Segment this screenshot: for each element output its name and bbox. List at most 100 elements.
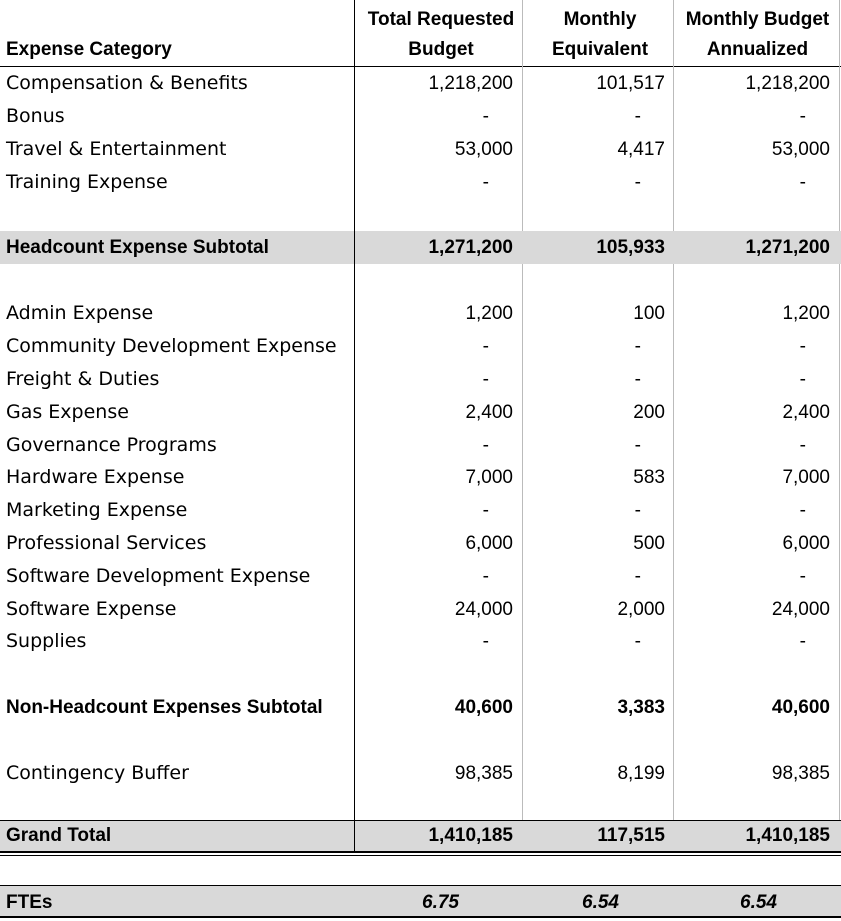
row-label: Headcount Expense Subtotal (6, 237, 269, 258)
row-annualized: - (799, 172, 806, 193)
header-monthly-line2: Equivalent (551, 39, 649, 60)
row-annualized: - (799, 566, 806, 587)
row-annualized: - (799, 500, 806, 521)
table-row: Gas Expense 2,400 200 2,400 (0, 396, 841, 429)
row-monthly: 2,000 (617, 599, 665, 620)
table-row: Software Expense 24,000 2,000 24,000 (0, 593, 841, 626)
row-annualized: 2,400 (782, 402, 830, 423)
column-divider-1-overlay (354, 231, 355, 264)
row-monthly: - (634, 106, 641, 127)
row-monthly: - (634, 369, 641, 390)
column-divider-3 (673, 0, 674, 852)
grand-total-row: Grand Total 1,410,185 117,515 1,410,185 (0, 821, 841, 851)
row-total: 1,218,200 (428, 73, 513, 94)
ftes-total: 6.75 (422, 892, 459, 913)
row-label: Governance Programs (6, 434, 217, 456)
row-monthly: 583 (633, 467, 665, 488)
subtotal-row-non-headcount: Non-Headcount Expenses Subtotal 40,600 3… (0, 691, 841, 724)
row-monthly: 117,515 (597, 825, 665, 846)
header-annualized-line2: Annualized (706, 39, 809, 60)
row-label: Training Expense (6, 171, 168, 193)
row-monthly: - (634, 631, 641, 652)
table-row: Hardware Expense 7,000 583 7,000 (0, 461, 841, 494)
row-annualized: 7,000 (782, 467, 830, 488)
row-monthly: 3,383 (617, 697, 665, 718)
row-monthly: - (634, 566, 641, 587)
header-annualized-line1: Monthly Budget (685, 9, 830, 30)
row-label: Contingency Buffer (6, 762, 189, 784)
table-row: Travel & Entertainment 53,000 4,417 53,0… (0, 133, 841, 166)
row-label: Non-Headcount Expenses Subtotal (6, 697, 323, 718)
table-row: Admin Expense 1,200 100 1,200 (0, 297, 841, 330)
table-row: Software Development Expense - - - (0, 560, 841, 593)
ftes-bottom-rule (0, 916, 841, 918)
row-total: - (482, 369, 489, 390)
table-row: Bonus - - - (0, 100, 841, 133)
grand-total-top-rule (0, 820, 841, 821)
row-total: 7,000 (465, 467, 513, 488)
column-divider-1 (354, 0, 355, 852)
table-row: Supplies - - - (0, 625, 841, 658)
row-annualized: 1,410,185 (745, 825, 830, 846)
row-monthly: - (634, 172, 641, 193)
row-label: Grand Total (6, 825, 112, 846)
table-header: Expense Category Total Requested Budget … (0, 0, 841, 66)
row-label: Gas Expense (6, 401, 129, 423)
row-total: 1,410,185 (428, 825, 513, 846)
row-label: Hardware Expense (6, 466, 185, 488)
header-monthly-line1: Monthly (563, 9, 637, 30)
column-divider-1-overlay (354, 821, 355, 851)
row-total: - (482, 106, 489, 127)
row-total: 24,000 (454, 599, 513, 620)
row-total: 1,271,200 (428, 237, 513, 258)
table-row: Governance Programs - - - (0, 429, 841, 462)
row-total: 2,400 (465, 402, 513, 423)
table-row: Marketing Expense - - - (0, 494, 841, 527)
row-annualized: 24,000 (771, 599, 830, 620)
row-total: - (482, 435, 489, 456)
column-divider-2 (522, 0, 523, 852)
row-monthly: 101,517 (596, 73, 665, 94)
row-label: Software Development Expense (6, 565, 311, 587)
subtotal-row-headcount: Headcount Expense Subtotal 1,271,200 105… (0, 231, 841, 264)
row-monthly: 4,417 (617, 139, 665, 160)
row-label: Community Development Expense (6, 335, 337, 357)
row-label: Compensation & Benefits (6, 72, 248, 94)
row-annualized: 1,271,200 (745, 237, 830, 258)
row-monthly: 100 (633, 303, 665, 324)
row-total: 53,000 (454, 139, 513, 160)
row-annualized: 98,385 (771, 763, 830, 784)
header-expense-category: Expense Category (6, 39, 172, 60)
ftes-top-rule (0, 885, 841, 886)
header-rule (0, 66, 841, 67)
grand-total-bottom-rule (0, 851, 841, 853)
table-row: Freight & Duties - - - (0, 363, 841, 396)
row-total: - (482, 172, 489, 193)
column-divider-4 (839, 0, 840, 852)
row-total: 6,000 (465, 533, 513, 554)
row-label: Marketing Expense (6, 499, 188, 521)
row-annualized: - (799, 435, 806, 456)
row-label: Travel & Entertainment (6, 138, 227, 160)
ftes-monthly: 6.54 (582, 892, 619, 913)
table-row: Compensation & Benefits 1,218,200 101,51… (0, 67, 841, 100)
row-label: Software Expense (6, 598, 177, 620)
row-annualized: - (799, 631, 806, 652)
row-monthly: 105,933 (596, 237, 665, 258)
row-annualized: 6,000 (782, 533, 830, 554)
header-total-requested-line1: Total Requested (367, 9, 515, 30)
row-label: Freight & Duties (6, 368, 160, 390)
header-total-requested-line2: Budget (408, 39, 474, 60)
row-annualized: 1,200 (782, 303, 830, 324)
row-total: - (482, 631, 489, 652)
row-monthly: - (634, 336, 641, 357)
row-total: 1,200 (465, 303, 513, 324)
table-row: Training Expense - - - (0, 166, 841, 199)
row-total: - (482, 566, 489, 587)
row-annualized: 53,000 (771, 139, 830, 160)
row-label: Supplies (6, 630, 87, 652)
table-row: Professional Services 6,000 500 6,000 (0, 527, 841, 560)
row-annualized: 40,600 (771, 697, 830, 718)
row-annualized: 1,218,200 (745, 73, 830, 94)
row-label: Bonus (6, 105, 65, 127)
